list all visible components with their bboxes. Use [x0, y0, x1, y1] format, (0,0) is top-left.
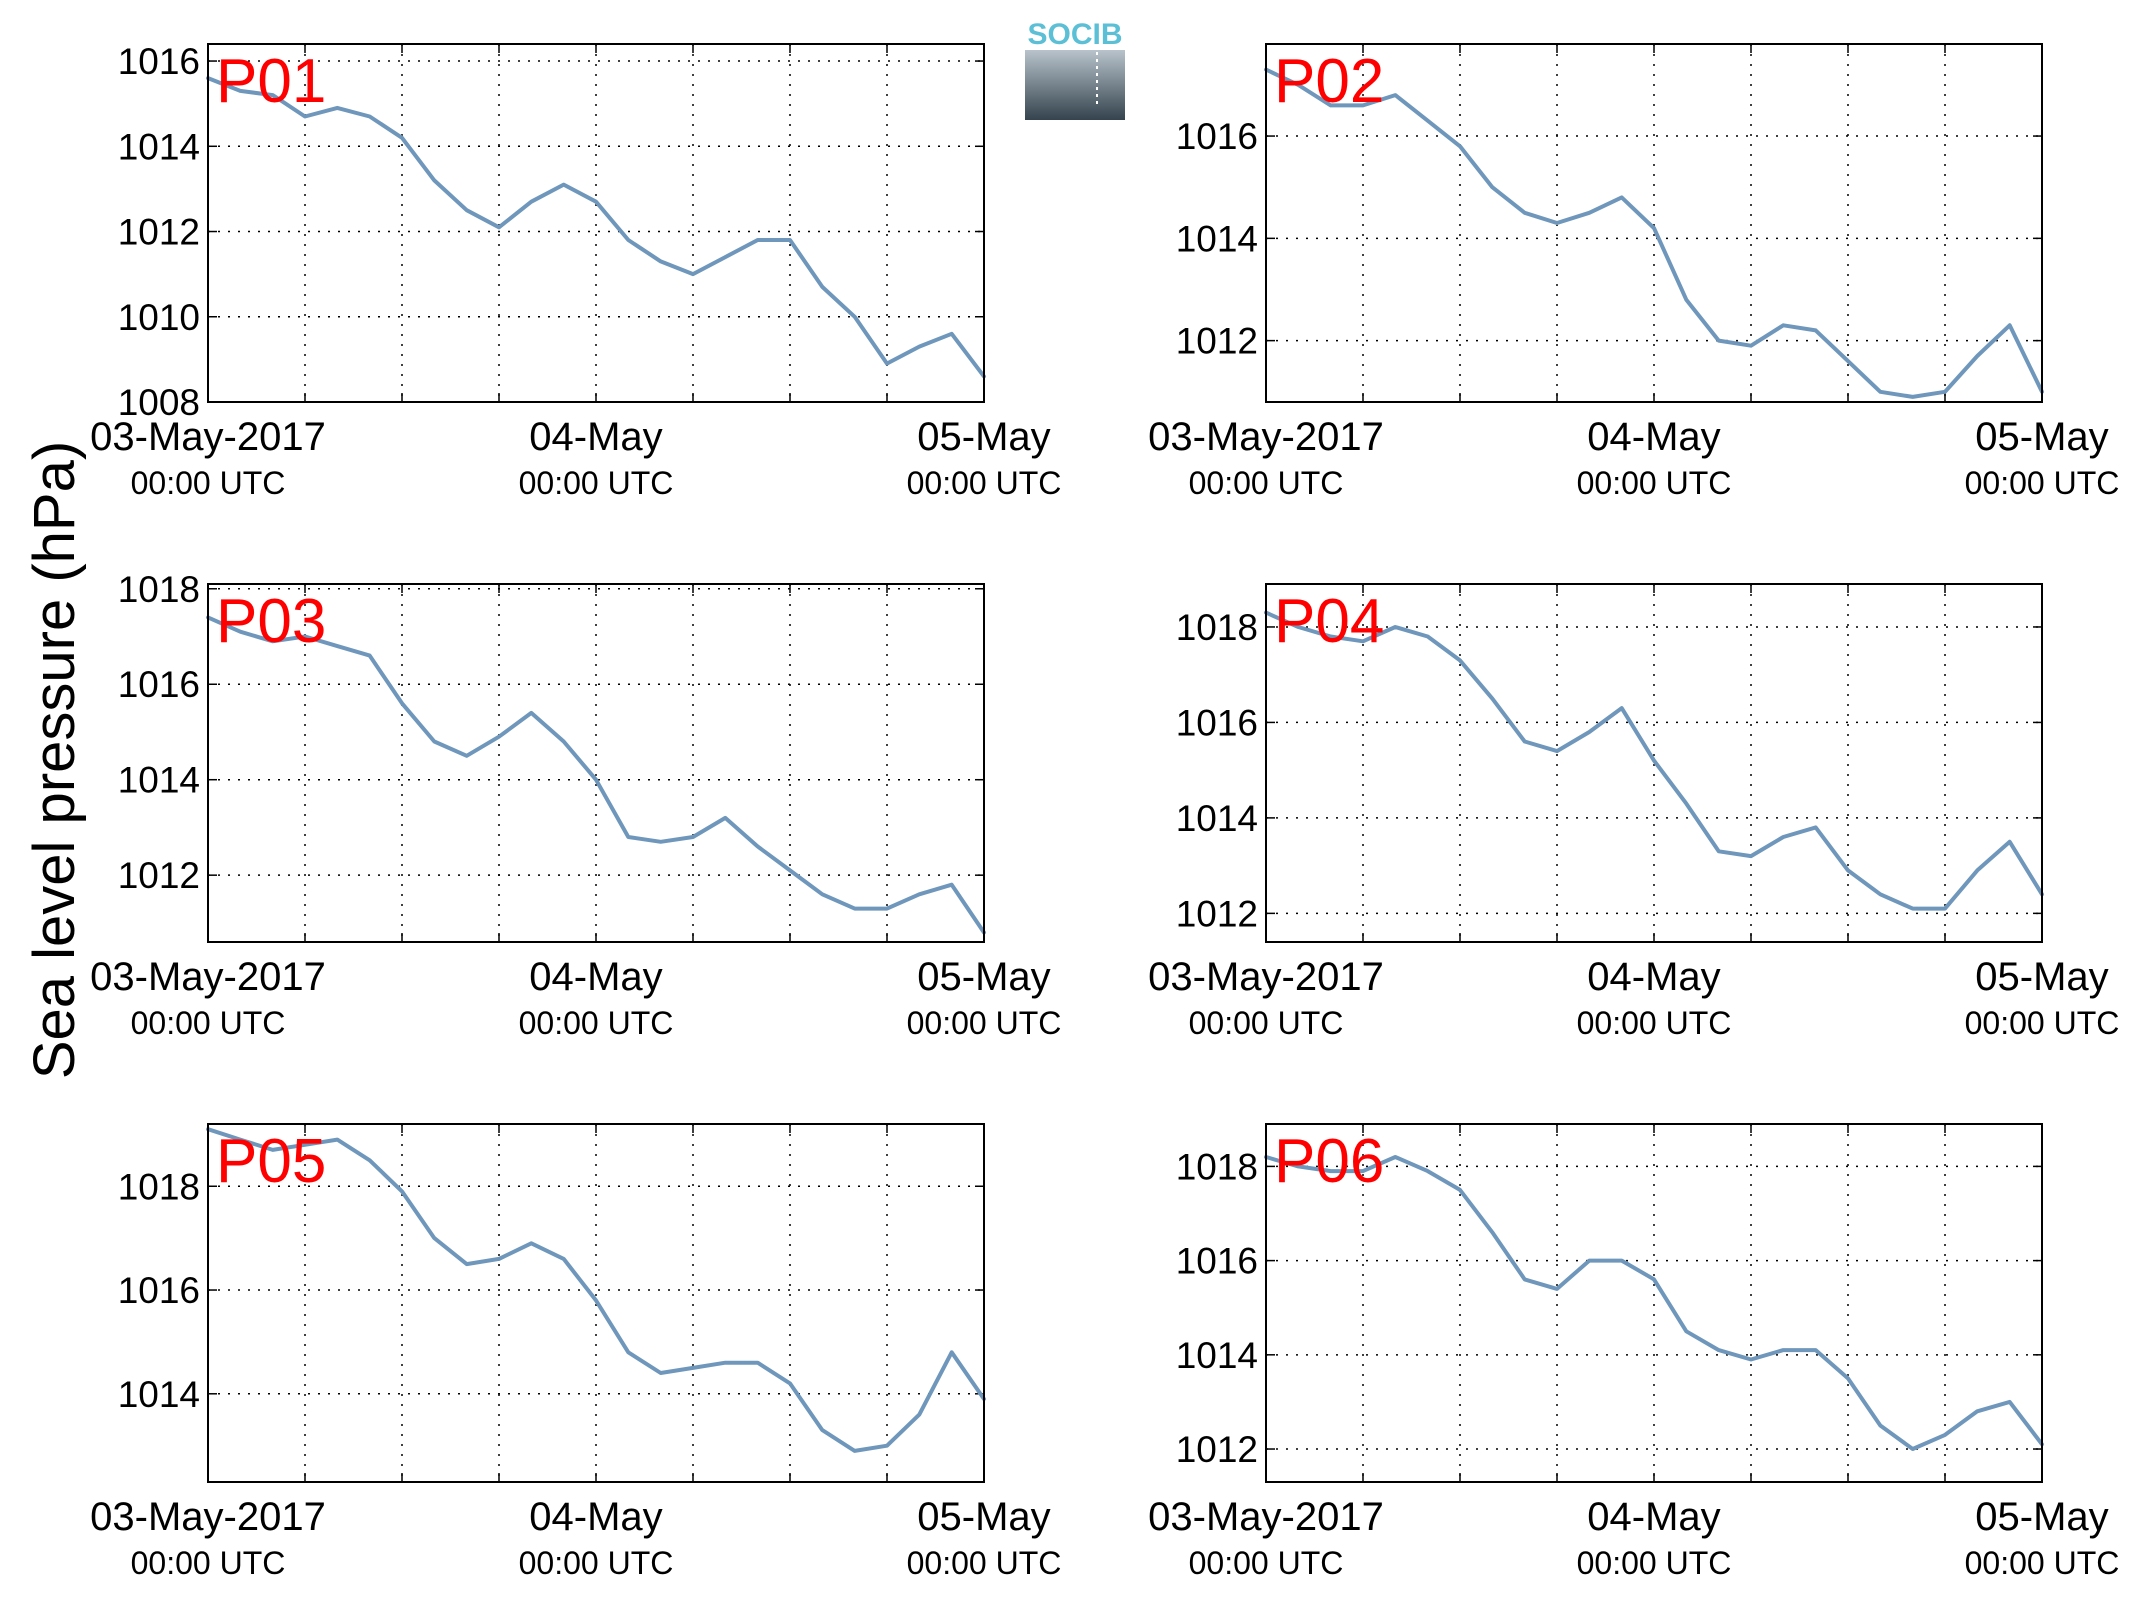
x-tick-sublabel: 00:00 UTC	[1577, 1545, 1732, 1581]
x-tick-sublabel: 00:00 UTC	[519, 1005, 674, 1041]
series-line-P02	[1264, 67, 2044, 399]
panel-label: P04	[1274, 587, 1384, 656]
y-tick-label: 1012	[1176, 321, 1258, 362]
y-tick-label: 1018	[1176, 1146, 1258, 1187]
x-tick-sublabel: 00:00 UTC	[131, 465, 286, 501]
y-tick-label: 1014	[118, 760, 200, 801]
axes-frame	[207, 1123, 985, 1483]
x-tick-label: 05-May	[917, 415, 1050, 459]
x-tick-label: 04-May	[529, 1495, 662, 1539]
panel-3: 1012 1014 1016 1018 P03 03-May-2017 00:00 UTC 0…	[90, 569, 1061, 1041]
x-tick-label: 04-May	[529, 415, 662, 459]
x-tick-label: 03-May-2017	[1148, 1495, 1384, 1539]
y-tick-label: 1016	[118, 41, 200, 82]
x-tick-label: 05-May	[917, 955, 1050, 999]
y-tick-label: 1010	[118, 297, 200, 338]
series-line-P06	[1264, 1155, 2044, 1451]
x-tick-label: 04-May	[1587, 1495, 1720, 1539]
x-tick-sublabel: 00:00 UTC	[519, 465, 674, 501]
x-tick-sublabel: 00:00 UTC	[1189, 1545, 1344, 1581]
axes-frame	[207, 583, 985, 943]
x-tick-label: 03-May-2017	[90, 955, 326, 999]
logo-block	[1025, 50, 1125, 120]
y-tick-label: 1018	[1176, 607, 1258, 648]
panel-6: 1012 1014 1016 1018 P06 03-May-2017 00:00 UTC 0…	[1148, 1123, 2120, 1581]
series-line-P01	[206, 76, 986, 379]
x-tick-label: 05-May	[1975, 1495, 2108, 1539]
panel-1: 1008 1010 1012 1014 1016 P01 03-May-2017 00:00 …	[90, 41, 1061, 501]
x-tick-sublabel: 00:00 UTC	[131, 1005, 286, 1041]
x-tick-sublabel: 00:00 UTC	[1577, 465, 1732, 501]
y-tick-label: 1008	[118, 382, 200, 423]
series-line-P04	[1264, 610, 2044, 911]
y-tick-label: 1012	[1176, 1429, 1258, 1470]
x-tick-sublabel: 00:00 UTC	[131, 1545, 286, 1581]
x-tick-sublabel: 00:00 UTC	[1965, 1545, 2120, 1581]
series-line-P03	[206, 615, 986, 935]
logo-text: SOCIB	[1027, 18, 1122, 51]
y-tick-label: 1018	[118, 1166, 200, 1207]
x-tick-label: 03-May-2017	[1148, 415, 1384, 459]
x-tick-sublabel: 00:00 UTC	[907, 465, 1062, 501]
y-tick-label: 1016	[118, 664, 200, 705]
panel-4: 1012 1014 1016 1018 P04 03-May-2017 00:00 UTC 0…	[1148, 583, 2120, 1041]
x-tick-label: 04-May	[529, 955, 662, 999]
y-tick-label: 1014	[1176, 798, 1258, 839]
axes-frame	[207, 43, 985, 403]
x-tick-sublabel: 00:00 UTC	[1189, 465, 1344, 501]
x-tick-sublabel: 00:00 UTC	[1965, 1005, 2120, 1041]
y-tick-label: 1012	[118, 212, 200, 253]
y-tick-label: 1014	[118, 1374, 200, 1415]
x-tick-label: 05-May	[1975, 415, 2108, 459]
panel-5: 1014 1016 1018 P05 03-May-2017 00:00 UTC 04-Ma…	[90, 1123, 1062, 1581]
y-tick-label: 1016	[1176, 702, 1258, 743]
x-tick-sublabel: 00:00 UTC	[1189, 1005, 1344, 1041]
x-tick-sublabel: 00:00 UTC	[1577, 1005, 1732, 1041]
x-tick-label: 03-May-2017	[1148, 955, 1384, 999]
axes-frame	[1265, 583, 2043, 943]
x-tick-label: 03-May-2017	[90, 1495, 326, 1539]
y-tick-label: 1016	[1176, 1241, 1258, 1282]
x-tick-label: 04-May	[1587, 415, 1720, 459]
y-axis-label: Sea level pressure (hPa)	[22, 441, 87, 1079]
socib-logo: SOCIB	[1025, 18, 1125, 120]
x-tick-label: 05-May	[917, 1495, 1050, 1539]
y-tick-label: 1012	[118, 855, 200, 896]
y-tick-label: 1016	[1176, 116, 1258, 157]
x-tick-sublabel: 00:00 UTC	[519, 1545, 674, 1581]
x-tick-sublabel: 00:00 UTC	[907, 1545, 1062, 1581]
panels: 1008 1010 1012 1014 1016 P01 03-May-2017 00:00 …	[90, 41, 2119, 1581]
panel-label: P02	[1274, 47, 1384, 116]
x-tick-label: 05-May	[1975, 955, 2108, 999]
x-tick-sublabel: 00:00 UTC	[907, 1005, 1062, 1041]
series-line-P05	[206, 1127, 986, 1453]
y-tick-label: 1012	[1176, 893, 1258, 934]
x-tick-label: 03-May-2017	[90, 415, 326, 459]
axes-frame	[1265, 43, 2043, 403]
y-tick-label: 1018	[118, 569, 200, 610]
x-tick-label: 04-May	[1587, 955, 1720, 999]
y-tick-label: 1014	[1176, 1335, 1258, 1376]
y-tick-label: 1016	[118, 1270, 200, 1311]
panel-label: P05	[216, 1127, 326, 1196]
y-tick-label: 1014	[118, 126, 200, 167]
x-tick-sublabel: 00:00 UTC	[1965, 465, 2120, 501]
panel-label: P01	[216, 47, 326, 116]
panel-label: P06	[1274, 1127, 1384, 1196]
y-tick-label: 1014	[1176, 218, 1258, 259]
panel-2: 1012 1014 1016 P02 03-May-2017 00:00 UTC 04-Ma…	[1148, 43, 2120, 501]
panel-label: P03	[216, 587, 326, 656]
axes-frame	[1265, 1123, 2043, 1483]
